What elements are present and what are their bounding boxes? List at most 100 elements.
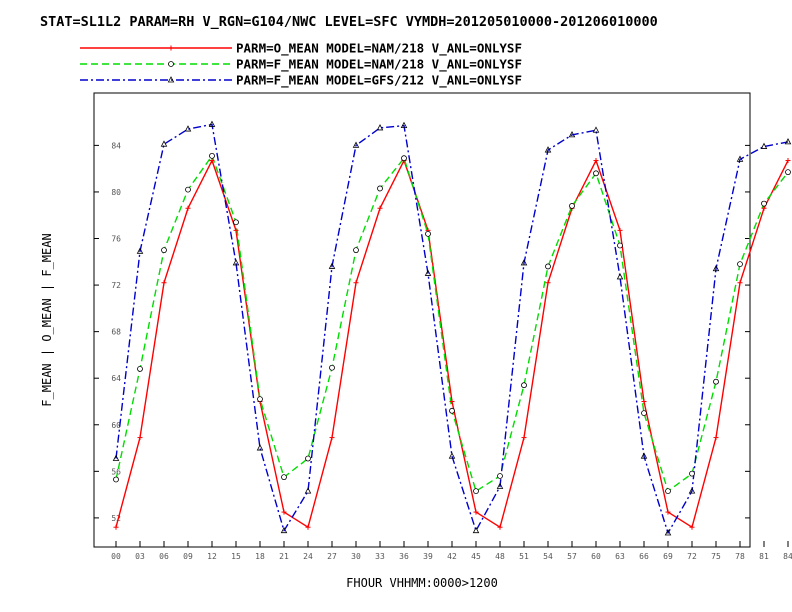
x-tick-label: 69: [663, 552, 673, 561]
x-tick-label: 51: [519, 552, 529, 561]
y-tick-label: 64: [111, 374, 121, 383]
x-axis: 00 03 06 09 12 15 18 21 24 27 30 33 36 39 42 45 48 51 54 57…: [111, 541, 792, 561]
data-point: [184, 125, 192, 132]
data-point: [521, 382, 527, 389]
y-tick-label: 72: [111, 281, 121, 290]
y-axis: 52 56 60 64 68 72 76 80 84: [94, 141, 750, 523]
data-point: [161, 247, 167, 254]
chart-title: STAT=SL1L2 PARAM=RH V_RGN=G104/NWC LEVEL…: [40, 14, 658, 30]
x-tick-label: 42: [447, 552, 457, 561]
x-tick-label: 81: [759, 552, 769, 561]
series-lines: [115, 123, 789, 534]
data-point: [761, 200, 767, 207]
y-tick-label: 52: [111, 514, 121, 523]
x-tick-label: 18: [255, 552, 265, 561]
data-point: [233, 227, 239, 233]
x-tick-label: 45: [471, 552, 481, 561]
data-point: [664, 529, 672, 536]
data-point: [113, 476, 119, 483]
data-point: [785, 158, 791, 164]
data-point: [233, 219, 239, 226]
x-tick-label: 33: [375, 552, 385, 561]
data-point: [665, 488, 671, 495]
data-point: [544, 146, 552, 153]
data-point: [545, 263, 551, 270]
data-point: [305, 455, 311, 462]
data-point: [641, 398, 647, 404]
x-tick-label: 63: [615, 552, 625, 561]
data-point: [137, 365, 143, 372]
data-point: [617, 242, 623, 249]
legend-marker: [167, 76, 175, 83]
data-point: [281, 509, 287, 515]
data-point: [520, 259, 528, 266]
data-point: [425, 230, 431, 237]
data-point: [353, 280, 359, 286]
data-point: [209, 152, 215, 159]
data-point: [185, 205, 191, 211]
y-tick-label: 68: [111, 328, 121, 337]
data-point: [257, 396, 263, 403]
data-point: [641, 410, 647, 417]
x-tick-label: 60: [591, 552, 601, 561]
data-point: [712, 264, 720, 272]
data-point: [593, 158, 599, 164]
data-point: [353, 247, 359, 254]
data-point: [352, 141, 360, 148]
data-point: [545, 280, 551, 286]
data-point: [473, 488, 479, 495]
data-point: [377, 205, 383, 211]
data-point: [713, 435, 719, 441]
legend-marker: [168, 45, 174, 51]
data-point: [377, 185, 383, 192]
x-tick-label: 39: [423, 552, 433, 561]
data-point: [593, 170, 599, 177]
data-point: [737, 280, 743, 286]
data-point: [232, 259, 240, 266]
data-point: [496, 482, 504, 489]
legend: PARM=O_MEAN MODEL=NAM/218 V_ANL=ONLYSF PA…: [80, 41, 522, 89]
data-point: [689, 470, 695, 477]
data-point: [688, 487, 696, 494]
x-tick-label: 27: [327, 552, 337, 561]
data-point: [592, 126, 600, 133]
data-point: [617, 227, 623, 233]
data-point: [160, 140, 168, 147]
x-tick-label: 54: [543, 552, 553, 561]
x-tick-label: 06: [159, 552, 169, 561]
data-point: [497, 473, 503, 479]
data-point: [329, 435, 335, 441]
x-tick-label: 30: [351, 552, 361, 561]
legend-marker: [168, 61, 174, 67]
x-tick-label: 12: [207, 552, 217, 561]
data-point: [473, 509, 479, 515]
data-point: [304, 487, 312, 494]
legend-label-1: PARM=O_MEAN MODEL=NAM/218 V_ANL=ONLYSF: [236, 41, 522, 57]
data-point: [568, 131, 576, 138]
data-point: [256, 444, 264, 451]
x-axis-title: FHOUR VHHMM:0000>1200: [346, 576, 498, 590]
legend-label-3: PARM=F_MEAN MODEL=GFS/212 V_ANL=ONLYSF: [236, 73, 522, 89]
x-tick-label: 36: [399, 552, 409, 561]
x-tick-label: 48: [495, 552, 505, 561]
x-tick-label: 57: [567, 552, 577, 561]
series-line-2: [115, 155, 789, 492]
data-point: [137, 435, 143, 441]
data-point: [472, 526, 480, 534]
x-tick-label: 24: [303, 552, 313, 561]
x-tick-label: 66: [639, 552, 649, 561]
data-point: [448, 452, 456, 459]
data-point: [305, 524, 311, 530]
data-point: [113, 524, 119, 530]
data-point: [521, 435, 527, 441]
y-axis-title: F_MEAN | O_MEAN | F_MEAN: [40, 233, 54, 406]
data-point: [616, 273, 624, 280]
data-point: [112, 454, 120, 461]
x-tick-label: 72: [687, 552, 697, 561]
data-point: [136, 247, 144, 254]
data-point: [713, 378, 719, 385]
data-point: [281, 474, 287, 481]
data-point: [185, 186, 191, 193]
data-point: [161, 280, 167, 286]
series-markers: [112, 120, 792, 536]
